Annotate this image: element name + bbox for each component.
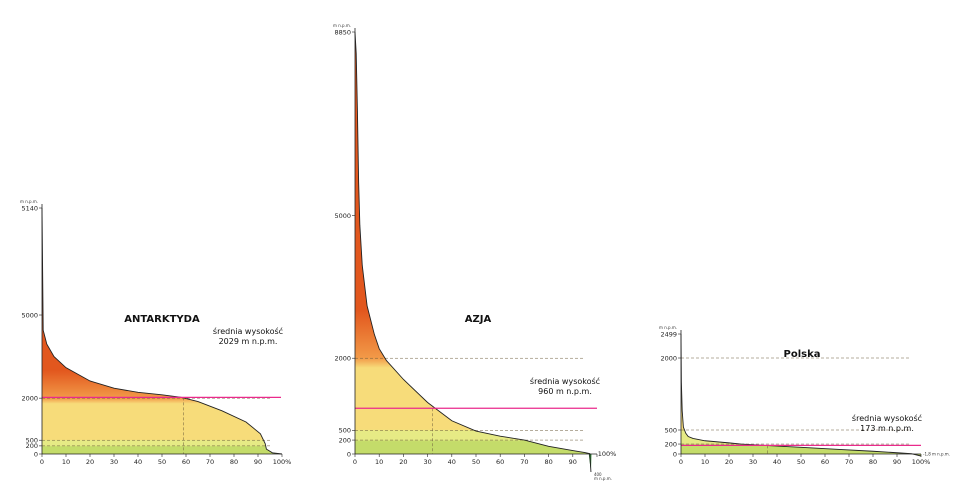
x-tick-label: 80 [869, 458, 877, 466]
y-tick-label: 5000 [334, 212, 351, 220]
x-tick-label: 30 [423, 458, 431, 466]
x-tick-label: 40 [448, 458, 456, 466]
x-tick-label: 0 [679, 458, 683, 466]
min-elevation-unit: m n.p.m. [594, 476, 612, 481]
y-tick-label: 8850 [334, 28, 351, 36]
average-label-value: 173 m n.p.m. [860, 424, 914, 433]
x-tick-label: 30 [110, 458, 118, 466]
x-tick-label: 80 [544, 458, 552, 466]
y-tick-label: 5000 [21, 311, 38, 319]
x-tick-label: 10 [701, 458, 709, 466]
y-tick-label: 200 [339, 436, 351, 444]
y-tick-label: 500 [665, 426, 677, 434]
x-tick-label: 100% [912, 458, 931, 466]
y-tick-label: 5140 [21, 204, 38, 212]
average-label-title: średnia wysokość [852, 413, 922, 423]
y-axis-unit: m n.p.m. [20, 199, 38, 204]
x-tick-label: 0 [353, 458, 357, 466]
y-tick-label: 0 [34, 450, 38, 458]
x-tick-label: 40 [773, 458, 781, 466]
elevation-area [355, 32, 591, 472]
x-tick-label: 40 [134, 458, 142, 466]
chart-title: AZJA [465, 314, 492, 325]
y-axis-unit: m n.p.m. [333, 23, 351, 28]
average-label-title: średnia wysokość [213, 326, 283, 336]
x-tick-label: 20 [86, 458, 94, 466]
average-label-value: 960 m n.p.m. [538, 387, 592, 396]
x-tick-label: 50 [472, 458, 480, 466]
y-tick-label: 2499 [660, 330, 677, 338]
x-tick-label: 50 [158, 458, 166, 466]
min-elevation-label: -1,8 [923, 452, 931, 457]
x-tick-label: 100% [273, 458, 292, 466]
x-tick-label: 90 [254, 458, 262, 466]
x-tick-label: 100% [598, 450, 617, 458]
x-tick-label: 10 [62, 458, 70, 466]
chart-title: Polska [784, 349, 821, 360]
x-tick-label: 80 [230, 458, 238, 466]
x-tick-label: 70 [206, 458, 214, 466]
y-tick-label: 500 [26, 437, 38, 445]
x-tick-label: 60 [821, 458, 829, 466]
x-tick-label: 30 [749, 458, 757, 466]
x-tick-label: 0 [40, 458, 44, 466]
x-tick-label: 50 [797, 458, 805, 466]
x-tick-label: 90 [569, 458, 577, 466]
x-tick-label: 70 [845, 458, 853, 466]
average-label-title: średnia wysokość [530, 376, 600, 386]
y-tick-label: 0 [347, 450, 351, 458]
y-tick-label: 2000 [21, 394, 38, 402]
y-tick-label: 200 [665, 440, 677, 448]
min-elevation-unit: m n.p.m. [932, 452, 950, 457]
x-tick-label: 70 [520, 458, 528, 466]
y-axis-unit: m n.p.m. [659, 325, 677, 330]
y-tick-label: 0 [673, 450, 677, 458]
x-tick-label: 20 [725, 458, 733, 466]
y-tick-label: 2000 [660, 354, 677, 362]
x-tick-label: 60 [496, 458, 504, 466]
chart-title: ANTARKTYDA [124, 314, 200, 325]
y-tick-label: 500 [339, 427, 351, 435]
x-tick-label: 20 [399, 458, 407, 466]
x-tick-label: 90 [893, 458, 901, 466]
y-tick-label: 2000 [334, 355, 351, 363]
x-tick-label: 60 [182, 458, 190, 466]
average-label-value: 2029 m n.p.m. [219, 337, 278, 346]
x-tick-label: 10 [375, 458, 383, 466]
